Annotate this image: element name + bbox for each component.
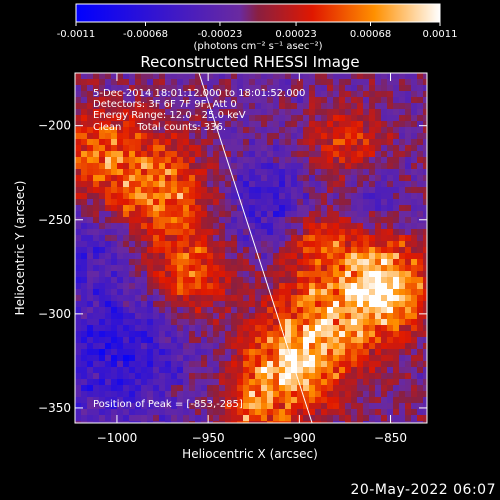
annotation-block: 5-Dec-2014 18:01:12.000 to 18:01:52.000 … <box>93 88 305 133</box>
limb-line <box>198 72 313 424</box>
colorbar-ticks: -0.0011 -0.00068 -0.00023 0.00023 0.00068 0.0… <box>57 22 458 40</box>
annotation-energy: Energy Range: 12.0 - 25.0 keV <box>93 110 246 121</box>
y-axis-label: Heliocentric Y (arcsec) <box>13 181 27 316</box>
x-tick-label: −950 <box>192 431 225 445</box>
y-tick-label: −250 <box>38 213 71 227</box>
x-axis-label: Heliocentric X (arcsec) <box>182 447 318 461</box>
y-tick-label: −300 <box>38 307 71 321</box>
y-tick-label: −200 <box>38 119 71 133</box>
colorbar-tick-label: -0.00023 <box>197 29 242 40</box>
annotation-detectors: Detectors: 3F 6F 7F 9F, Att 0 <box>93 99 237 110</box>
axis-ticks: −1000 −950 −900 −850 −350 −300 −250 −200 <box>38 73 427 445</box>
x-tick-label: −900 <box>283 431 316 445</box>
colorbar-tick-label: 0.00068 <box>350 29 391 40</box>
colorbar-tick-label: 0.0011 <box>423 29 458 40</box>
footer-date: 20-May-2022 06:07 <box>350 482 496 498</box>
colorbar <box>75 3 441 23</box>
heatmap-image <box>75 73 427 423</box>
chart-title: Reconstructed RHESSI Image <box>140 53 359 71</box>
plot-frame <box>74 72 428 424</box>
colorbar-units: (photons cm⁻² s⁻¹ asec⁻²) <box>193 41 322 52</box>
colorbar-tick-label: -0.00068 <box>123 29 168 40</box>
x-tick-label: −1000 <box>97 431 138 445</box>
annotation-time: 5-Dec-2014 18:01:12.000 to 18:01:52.000 <box>93 88 305 99</box>
y-tick-label: −350 <box>38 401 71 415</box>
colorbar-tick-label: -0.0011 <box>57 29 96 40</box>
colorbar-tick-label: 0.00023 <box>275 29 316 40</box>
annotation-peak: Position of Peak = [-853,-285] <box>93 399 243 410</box>
annotation-counts: Clean Total counts: 336. <box>93 122 226 133</box>
x-tick-label: −850 <box>374 431 407 445</box>
